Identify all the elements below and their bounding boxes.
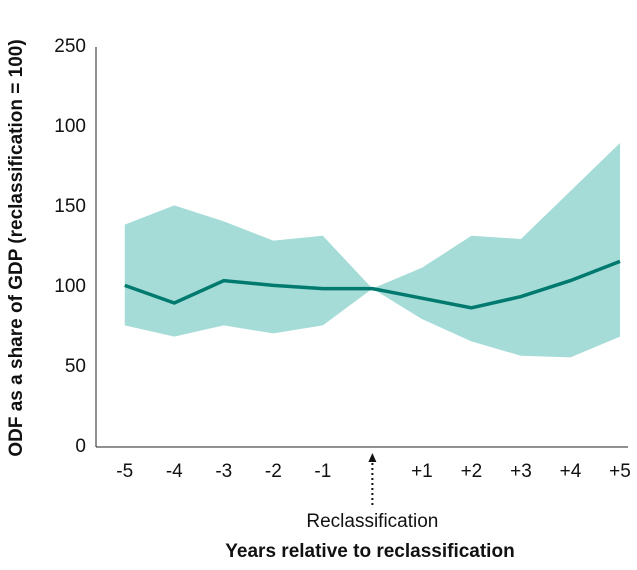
y-tick-label: 100 [54, 116, 86, 137]
x-tick-label: +4 [560, 461, 582, 482]
confidence-band [124, 143, 620, 358]
y-tick-label: 250 [54, 36, 86, 57]
x-tick-label: -2 [265, 461, 282, 482]
line [124, 259, 621, 310]
x-tick-label: -4 [166, 461, 183, 482]
x-tick-label: +3 [510, 461, 532, 482]
y-axis-title: ODF as a share of GDP (reclassification … [6, 39, 27, 456]
x-tick-label: -3 [215, 461, 232, 482]
y-tick-label: 50 [65, 356, 86, 377]
x-tick-label: +5 [609, 461, 631, 482]
x-tick-label: +2 [461, 461, 483, 482]
x-tick-label: -1 [314, 461, 331, 482]
x-tick-label: +1 [411, 461, 433, 482]
y-tick-label: 100 [54, 276, 86, 297]
annotation-label: Reclassification [306, 511, 438, 532]
y-tick-label: 150 [54, 196, 86, 217]
x-axis-title: Years relative to reclassification [225, 541, 514, 562]
x-tick-label: -5 [116, 461, 133, 482]
y-tick-label: 0 [75, 436, 86, 457]
arrow-head [368, 453, 377, 462]
